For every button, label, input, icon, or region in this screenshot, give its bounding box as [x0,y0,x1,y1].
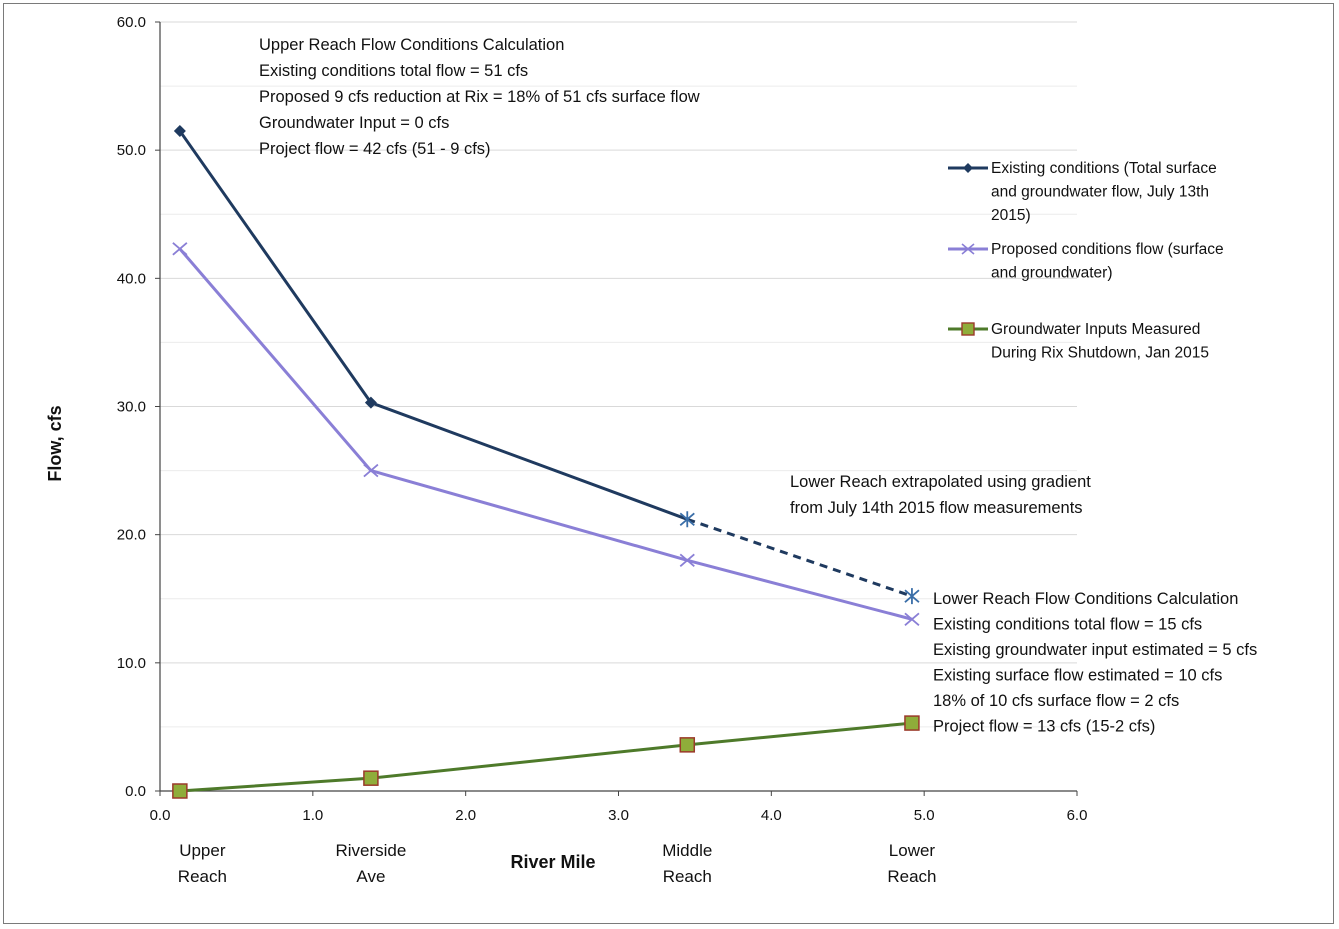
x-tick-label: 3.0 [608,807,629,824]
legend-label: Existing conditions (Total surface [991,160,1217,177]
y-tick-label: 50.0 [117,142,146,159]
lower-reach-note: Project flow = 13 cfs (15-2 cfs) [933,718,1155,736]
y-tick-label: 10.0 [117,655,146,672]
y-tick-label: 0.0 [125,783,146,800]
data-point [904,715,920,731]
series-line [178,130,688,521]
upper-reach-note: Proposed 9 cfs reduction at Rix = 18% of… [259,88,700,106]
lower-reach-note: Lower Reach Flow Conditions Calculation [933,590,1238,608]
x-tick-label: 0.0 [150,807,171,824]
legend-label: During Rix Shutdown, Jan 2015 [991,345,1209,362]
y-tick-label: 60.0 [117,14,146,31]
x-tick-label: 5.0 [914,807,935,824]
legend-label: Groundwater Inputs Measured [991,321,1200,338]
lower-reach-note: Existing surface flow estimated = 10 cfs [933,667,1222,685]
legend-marker [961,243,975,255]
data-point [363,463,379,478]
x-tick-label: 2.0 [455,807,476,824]
extrapolation-note: from July 14th 2015 flow measurements [790,499,1083,517]
legend-marker [963,163,973,173]
category-label: Upper [179,841,226,860]
category-label: Reach [887,867,936,886]
upper-reach-note: Upper Reach Flow Conditions Calculation [259,36,564,54]
y-tick-label: 20.0 [117,527,146,544]
extrapolation-note: Lower Reach extrapolated using gradient [790,473,1091,491]
series-line [178,247,913,621]
legend-label: and groundwater flow, July 13th [991,184,1209,201]
data-point [904,588,920,605]
upper-reach-note: Existing conditions total flow = 51 cfs [259,62,528,80]
series-line [179,721,913,793]
lower-reach-note: 18% of 10 cfs surface flow = 2 cfs [933,692,1179,710]
upper-reach-note: Groundwater Input = 0 cfs [259,114,449,132]
series-line-extrapolated [686,517,913,598]
x-tick-label: 4.0 [761,807,782,824]
data-point [364,396,377,409]
data-point [173,124,186,137]
category-label: Reach [178,867,227,886]
data-point [679,737,696,753]
category-label: Riverside [335,841,406,860]
category-label: Middle [662,841,712,860]
x-tick-label: 6.0 [1067,807,1088,824]
category-label: Ave [356,867,385,886]
y-axis-title: Flow, cfs [45,405,65,481]
y-tick-label: 40.0 [117,270,146,287]
category-label: Lower [889,841,936,860]
legend-label: 2015) [991,207,1031,224]
data-point [172,783,188,799]
x-tick-label: 1.0 [302,807,323,824]
chart-frame [3,3,1334,924]
legend-marker [961,322,975,336]
data-point [172,242,188,256]
category-label: Reach [663,867,712,886]
upper-reach-note: Project flow = 42 cfs (51 - 9 cfs) [259,140,491,158]
data-point [904,612,920,626]
y-tick-label: 30.0 [117,399,146,416]
data-point [679,511,695,528]
lower-reach-note: Existing conditions total flow = 15 cfs [933,616,1202,634]
data-point [679,553,695,567]
legend-label: Proposed conditions flow (surface [991,241,1224,258]
lower-reach-note: Existing groundwater input estimated = 5… [933,641,1257,659]
data-point [363,770,379,786]
x-axis-title: River Mile [510,852,595,872]
legend-label: and groundwater) [991,265,1113,282]
